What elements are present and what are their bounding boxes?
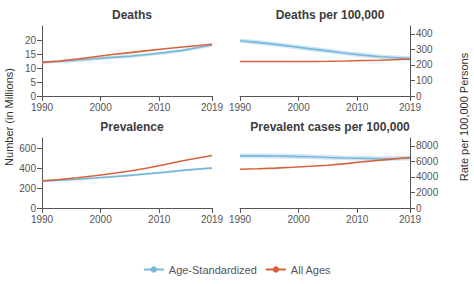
svg-text:2010: 2010 bbox=[346, 102, 369, 113]
svg-text:20: 20 bbox=[25, 35, 37, 46]
svg-text:Prevalent cases per 100,000: Prevalent cases per 100,000 bbox=[250, 120, 410, 134]
svg-text:1990: 1990 bbox=[229, 102, 252, 113]
svg-text:Prevalence: Prevalence bbox=[100, 120, 164, 134]
svg-text:0: 0 bbox=[416, 203, 422, 214]
svg-text:2010: 2010 bbox=[148, 102, 171, 113]
svg-text:200: 200 bbox=[19, 183, 36, 194]
svg-text:0: 0 bbox=[30, 91, 36, 102]
svg-text:1990: 1990 bbox=[31, 102, 54, 113]
svg-text:600: 600 bbox=[19, 143, 36, 154]
svg-text:All Ages: All Ages bbox=[291, 264, 331, 276]
svg-text:200: 200 bbox=[416, 59, 433, 70]
svg-text:100: 100 bbox=[416, 75, 433, 86]
svg-text:2000: 2000 bbox=[89, 214, 112, 225]
svg-text:2010: 2010 bbox=[346, 214, 369, 225]
svg-text:6000: 6000 bbox=[416, 156, 439, 167]
svg-text:300: 300 bbox=[416, 44, 433, 55]
svg-text:1990: 1990 bbox=[229, 214, 252, 225]
svg-text:4000: 4000 bbox=[416, 171, 439, 182]
svg-text:Rate per 100,000 Persons: Rate per 100,000 Persons bbox=[458, 52, 470, 181]
svg-text:0: 0 bbox=[30, 203, 36, 214]
svg-text:400: 400 bbox=[19, 163, 36, 174]
svg-text:2000: 2000 bbox=[89, 102, 112, 113]
svg-text:1990: 1990 bbox=[31, 214, 54, 225]
svg-text:2019: 2019 bbox=[201, 214, 224, 225]
svg-text:10: 10 bbox=[25, 63, 37, 74]
svg-text:2000: 2000 bbox=[287, 102, 310, 113]
svg-text:2010: 2010 bbox=[148, 214, 171, 225]
svg-text:400: 400 bbox=[416, 28, 433, 39]
svg-text:8000: 8000 bbox=[416, 140, 439, 151]
svg-text:15: 15 bbox=[25, 49, 37, 60]
svg-text:Deaths: Deaths bbox=[112, 8, 152, 22]
svg-text:2000: 2000 bbox=[287, 214, 310, 225]
svg-text:0: 0 bbox=[416, 91, 422, 102]
svg-text:2019: 2019 bbox=[399, 214, 422, 225]
svg-text:2000: 2000 bbox=[416, 187, 439, 198]
svg-text:5: 5 bbox=[30, 77, 36, 88]
svg-text:Age-Standardized: Age-Standardized bbox=[169, 264, 257, 276]
svg-text:2019: 2019 bbox=[201, 102, 224, 113]
svg-text:2019: 2019 bbox=[399, 102, 422, 113]
svg-text:Number (in Millions): Number (in Millions) bbox=[3, 68, 15, 166]
svg-text:Deaths per 100,000: Deaths per 100,000 bbox=[276, 8, 385, 22]
